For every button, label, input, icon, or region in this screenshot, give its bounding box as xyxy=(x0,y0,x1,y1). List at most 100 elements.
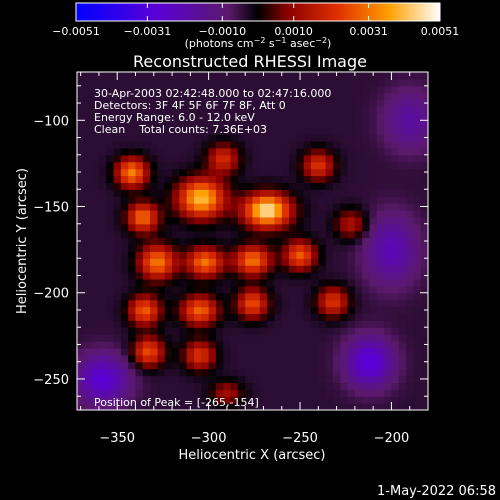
heatmap-cell xyxy=(354,147,363,156)
heatmap-cell xyxy=(340,237,349,246)
heatmap-cell xyxy=(194,382,202,390)
heatmap-cell xyxy=(98,134,107,142)
heatmap-cell xyxy=(113,189,122,197)
heatmap-cell xyxy=(186,299,195,308)
heatmap-cell xyxy=(391,78,400,87)
heatmap-cell xyxy=(420,299,428,308)
heatmap-cell xyxy=(325,251,334,259)
heatmap-cell xyxy=(164,140,173,149)
heatmap-cell xyxy=(201,92,210,101)
heatmap-cell xyxy=(215,92,224,101)
heatmap-cell xyxy=(267,154,276,163)
heatmap-cell xyxy=(215,134,224,142)
heatmap-cell xyxy=(376,299,385,308)
heatmap-cell xyxy=(230,354,239,363)
heatmap-cell xyxy=(98,299,107,308)
heatmap-cell xyxy=(369,341,378,349)
heatmap-cell xyxy=(91,306,100,315)
heatmap-cell xyxy=(98,354,107,363)
heatmap-cell xyxy=(259,106,268,114)
heatmap-cell xyxy=(347,389,356,397)
heatmap-cell xyxy=(245,182,254,190)
heatmap-cell xyxy=(289,251,297,259)
heatmap-cell xyxy=(362,313,371,321)
heatmap-cell xyxy=(296,341,305,349)
heatmap-cell xyxy=(106,278,115,287)
heatmap-cell xyxy=(274,341,283,349)
heatmap-cell xyxy=(406,299,414,308)
heatmap-cell xyxy=(91,216,100,225)
heatmap-cell xyxy=(311,299,319,308)
heatmap-cell xyxy=(201,209,210,218)
heatmap-cell xyxy=(201,168,210,177)
heatmap-cell xyxy=(179,99,188,108)
heatmap-cell xyxy=(354,113,363,121)
heatmap-cell xyxy=(318,396,327,404)
heatmap-cell xyxy=(245,354,254,363)
heatmap-cell xyxy=(369,334,378,342)
heatmap-cell xyxy=(77,354,85,363)
heatmap-cell xyxy=(318,106,327,114)
heatmap-cell xyxy=(230,244,239,252)
heatmap-cell xyxy=(208,147,217,156)
heatmap-cell xyxy=(413,154,422,163)
heatmap-cell xyxy=(362,244,371,252)
heatmap-cell xyxy=(311,334,319,342)
heatmap-cell xyxy=(332,313,341,321)
heatmap-cell xyxy=(332,237,341,246)
heatmap-cell xyxy=(303,292,312,301)
heatmap-cell xyxy=(237,230,246,239)
heatmap-cell xyxy=(406,354,414,363)
heatmap-cell xyxy=(354,265,363,273)
heatmap-cell xyxy=(128,313,137,321)
heatmap-cell xyxy=(325,161,334,170)
heatmap-cell xyxy=(186,313,195,321)
heatmap-cell xyxy=(354,396,363,404)
heatmap-cell xyxy=(106,375,115,384)
heatmap-cell xyxy=(172,389,180,397)
heatmap-cell xyxy=(289,237,297,246)
heatmap-cell xyxy=(215,299,224,308)
heatmap-cell xyxy=(142,182,151,190)
heatmap-cell xyxy=(347,216,356,225)
heatmap-cell xyxy=(113,216,122,225)
heatmap-cell xyxy=(245,216,254,225)
heatmap-cell xyxy=(384,306,393,315)
heatmap-cell xyxy=(281,334,290,342)
heatmap-cell xyxy=(208,120,217,128)
heatmap-cell xyxy=(113,154,122,163)
heatmap-cell xyxy=(391,237,400,246)
heatmap-cell xyxy=(223,244,232,252)
heatmap-cell xyxy=(274,237,283,246)
heatmap-cell xyxy=(201,389,210,397)
heatmap-cell xyxy=(215,237,224,246)
heatmap-cell xyxy=(135,203,144,211)
heatmap-cell xyxy=(106,78,115,87)
heatmap-cell xyxy=(259,127,268,135)
heatmap-cell xyxy=(267,99,276,108)
heatmap-cell xyxy=(172,368,180,377)
heatmap-cell xyxy=(179,196,188,204)
heatmap-cell xyxy=(384,161,393,170)
heatmap-cell xyxy=(106,140,115,149)
heatmap-cell xyxy=(303,368,312,377)
heatmap-cell xyxy=(208,285,217,294)
heatmap-cell xyxy=(84,292,93,301)
heatmap-cell xyxy=(311,272,319,280)
heatmap-cell xyxy=(318,285,327,294)
heatmap-cell xyxy=(194,306,202,315)
heatmap-cell xyxy=(230,120,239,128)
heatmap-cell xyxy=(362,127,371,135)
heatmap-cell xyxy=(267,216,276,225)
heatmap-cell xyxy=(215,203,224,211)
heatmap-cell xyxy=(150,203,159,211)
heatmap-cell xyxy=(120,85,129,94)
heatmap-cell xyxy=(223,120,232,128)
heatmap-cell xyxy=(245,389,254,397)
heatmap-cell xyxy=(376,161,385,170)
heatmap-cell xyxy=(106,182,115,190)
heatmap-cell xyxy=(318,120,327,128)
heatmap-cell xyxy=(186,237,195,246)
heatmap-cell xyxy=(135,113,144,121)
heatmap-cell xyxy=(318,113,327,121)
